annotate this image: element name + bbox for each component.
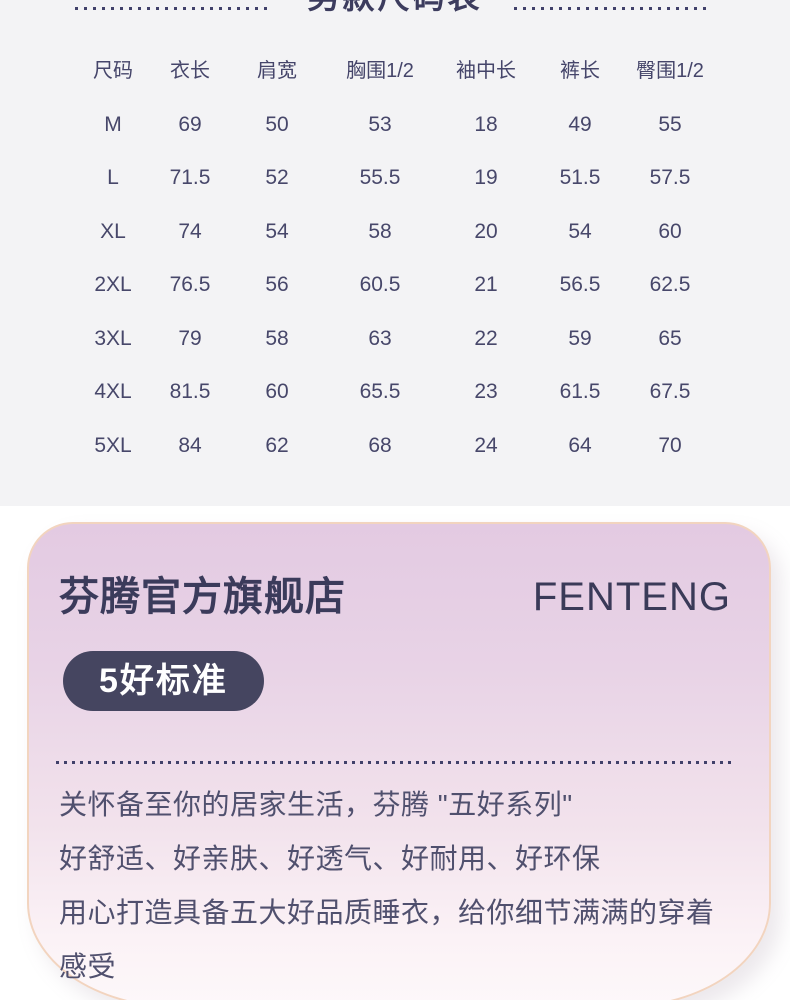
pants-length-value: 49 xyxy=(568,112,592,136)
sleeve-mid-length-value: 20 xyxy=(474,219,498,243)
sleeve-mid-length-value: 19 xyxy=(474,166,498,190)
garment-length-value: 71.5 xyxy=(169,166,211,190)
five-good-standard-badge: 5好标准 xyxy=(63,651,264,711)
chest-half-value: 63 xyxy=(368,326,392,350)
brand-card: 芬腾官方旗舰店 FENTENG 5好标准 关怀备至你的居家生活，芬腾 "五好系列… xyxy=(27,522,771,1000)
shoulder-width-value: 50 xyxy=(265,112,289,136)
chest-half-value: 58 xyxy=(368,219,392,243)
size-table-row: 5XL 84 62 68 24 64 70 xyxy=(70,419,722,473)
size-table: 尺码 衣长 肩宽 胸围1/2 袖中长 裤长 臀围1/2 M xyxy=(70,46,722,473)
size-table-column-header: 袖中长 xyxy=(456,59,516,82)
dotted-divider xyxy=(56,761,731,764)
shoulder-width-value: 54 xyxy=(265,219,289,243)
size-chart-header: 男款尺码表 xyxy=(0,0,790,46)
pants-length-value: 54 xyxy=(568,219,592,243)
brand-logo-text: FENTENG xyxy=(532,575,731,619)
sleeve-mid-length-value: 23 xyxy=(474,380,498,404)
pants-length-value: 59 xyxy=(568,326,592,350)
store-header-row: 芬腾官方旗舰店 FENTENG xyxy=(59,576,731,618)
hip-half-value: 65 xyxy=(658,326,682,350)
size-table-column-header: 胸围1/2 xyxy=(346,59,414,82)
chest-half-value: 65.5 xyxy=(359,380,401,404)
shoulder-width-value: 60 xyxy=(265,380,289,404)
size-table-column-header: 衣长 xyxy=(170,59,210,82)
sleeve-mid-length-value: 21 xyxy=(474,273,498,297)
size-table-body: M 69 50 53 18 49 55 L 71.5 52 55.5 19 51… xyxy=(70,98,722,473)
size-table-row: M 69 50 53 18 49 55 xyxy=(70,98,722,152)
size-chart-section: 男款尺码表 尺码 衣长 肩宽 胸围1/2 袖中长 裤长 xyxy=(0,0,790,506)
chest-half-value: 68 xyxy=(368,433,392,457)
size-label: 3XL xyxy=(94,326,132,350)
shoulder-width-value: 62 xyxy=(265,433,289,457)
store-name: 芬腾官方旗舰店 xyxy=(59,575,346,619)
chest-half-value: 60.5 xyxy=(359,273,401,297)
size-chart-title: 男款尺码表 xyxy=(0,0,790,13)
size-table-column-header: 尺码 xyxy=(93,59,133,82)
hip-half-value: 55 xyxy=(658,112,682,136)
hip-half-value: 60 xyxy=(658,219,682,243)
size-table-row: XL 74 54 58 20 54 60 xyxy=(70,205,722,259)
size-table-row: L 71.5 52 55.5 19 51.5 57.5 xyxy=(70,152,722,206)
size-table-row: 4XL 81.5 60 65.5 23 61.5 67.5 xyxy=(70,366,722,420)
brand-description: 关怀备至你的居家生活，芬腾 "五好系列" 好舒适、好亲肤、好透气、好耐用、好环保… xyxy=(59,778,731,994)
pants-length-value: 56.5 xyxy=(559,273,601,297)
size-label: M xyxy=(104,112,122,136)
chest-half-value: 55.5 xyxy=(359,166,401,190)
description-line: 关怀备至你的居家生活，芬腾 "五好系列" xyxy=(59,789,573,820)
pants-length-value: 51.5 xyxy=(559,166,601,190)
sleeve-mid-length-value: 22 xyxy=(474,326,498,350)
right-dotted-line xyxy=(514,7,708,10)
size-label: XL xyxy=(100,219,126,243)
size-table-header-row: 尺码 衣长 肩宽 胸围1/2 袖中长 裤长 臀围1/2 xyxy=(70,46,722,98)
garment-length-value: 69 xyxy=(178,112,202,136)
hip-half-value: 70 xyxy=(658,433,682,457)
size-table-column-header: 肩宽 xyxy=(257,59,297,82)
hip-half-value: 67.5 xyxy=(649,380,691,404)
garment-length-value: 81.5 xyxy=(169,380,211,404)
left-dotted-line xyxy=(75,7,268,10)
size-table-column-header: 裤长 xyxy=(560,59,600,82)
shoulder-width-value: 56 xyxy=(265,273,289,297)
size-label: L xyxy=(107,166,119,190)
pants-length-value: 64 xyxy=(568,433,592,457)
size-table-column-header: 臀围1/2 xyxy=(636,59,704,82)
garment-length-value: 74 xyxy=(178,219,202,243)
size-table-row: 3XL 79 58 63 22 59 65 xyxy=(70,312,722,366)
sleeve-mid-length-value: 18 xyxy=(474,112,498,136)
garment-length-value: 79 xyxy=(178,326,202,350)
hip-half-value: 57.5 xyxy=(649,166,691,190)
description-line: 用心打造具备五大好品质睡衣，给你细节满满的穿着感受 xyxy=(59,897,715,982)
pants-length-value: 61.5 xyxy=(559,380,601,404)
shoulder-width-value: 52 xyxy=(265,166,289,190)
hip-half-value: 62.5 xyxy=(649,273,691,297)
description-line: 好舒适、好亲肤、好透气、好耐用、好环保 xyxy=(59,843,601,874)
size-table-row: 2XL 76.5 56 60.5 21 56.5 62.5 xyxy=(70,259,722,313)
shoulder-width-value: 58 xyxy=(265,326,289,350)
size-label: 4XL xyxy=(94,380,132,404)
garment-length-value: 84 xyxy=(178,433,202,457)
sleeve-mid-length-value: 24 xyxy=(474,433,498,457)
chest-half-value: 53 xyxy=(368,112,392,136)
garment-length-value: 76.5 xyxy=(169,273,211,297)
size-label: 5XL xyxy=(94,433,132,457)
size-label: 2XL xyxy=(94,273,132,297)
